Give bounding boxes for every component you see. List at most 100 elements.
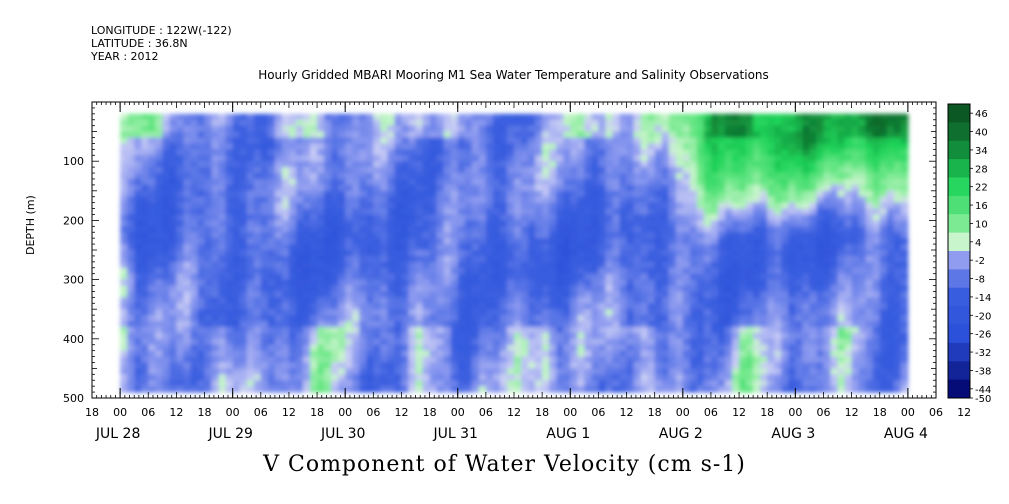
heatmap-cell bbox=[317, 291, 325, 298]
heatmap-cell bbox=[528, 285, 536, 293]
heatmap-cell bbox=[401, 226, 410, 233]
heatmap-cell bbox=[598, 273, 607, 281]
heatmap-cell bbox=[366, 173, 374, 180]
heatmap-cell bbox=[148, 238, 156, 245]
heatmap-cell bbox=[844, 220, 853, 227]
heatmap-cell bbox=[338, 326, 346, 334]
heatmap-cell bbox=[802, 338, 810, 346]
heatmap-cell bbox=[260, 173, 269, 180]
heatmap-cell bbox=[380, 386, 388, 393]
heatmap-cell bbox=[577, 285, 585, 293]
heatmap-cell bbox=[422, 196, 431, 204]
heatmap-cell bbox=[732, 149, 740, 156]
heatmap-cell bbox=[408, 155, 417, 162]
heatmap-cell bbox=[514, 285, 522, 293]
heatmap-cell bbox=[218, 338, 227, 346]
heatmap-cell bbox=[549, 380, 557, 387]
heatmap-cell bbox=[549, 250, 557, 257]
heatmap-cell bbox=[457, 303, 466, 310]
heatmap-cell bbox=[366, 167, 374, 174]
heatmap-cell bbox=[464, 321, 473, 328]
heatmap-cell bbox=[450, 208, 459, 216]
heatmap-cell bbox=[647, 297, 656, 304]
heatmap-cell bbox=[401, 184, 410, 192]
heatmap-cell bbox=[120, 285, 128, 293]
heatmap-cell bbox=[661, 250, 670, 257]
heatmap-cell bbox=[753, 220, 761, 227]
heatmap-cell bbox=[169, 250, 177, 257]
heatmap-cell bbox=[633, 226, 642, 233]
heatmap-cell bbox=[464, 232, 473, 239]
heatmap-cell bbox=[851, 202, 860, 210]
heatmap-cell bbox=[654, 131, 663, 139]
heatmap-cell bbox=[345, 356, 353, 364]
heatmap-cell bbox=[640, 119, 649, 127]
heatmap-cell bbox=[162, 285, 170, 293]
heatmap-cell bbox=[563, 380, 571, 387]
heatmap-cell bbox=[422, 184, 431, 192]
heatmap-cell bbox=[725, 202, 733, 210]
heatmap-cell bbox=[598, 261, 607, 269]
heatmap-cell bbox=[774, 155, 782, 162]
heatmap-cell bbox=[134, 285, 142, 293]
heatmap-cell bbox=[169, 190, 177, 198]
heatmap-cell bbox=[577, 261, 585, 269]
heatmap-cell bbox=[774, 386, 782, 393]
heatmap-cell bbox=[408, 297, 417, 304]
heatmap-cell bbox=[295, 309, 304, 316]
heatmap-cell bbox=[401, 261, 410, 269]
heatmap-cell bbox=[795, 250, 803, 257]
heatmap-cell bbox=[380, 190, 388, 198]
heatmap-cell bbox=[387, 173, 396, 180]
heatmap-cell bbox=[556, 368, 564, 375]
heatmap-cell bbox=[732, 202, 740, 210]
heatmap-cell bbox=[176, 315, 185, 322]
heatmap-cell bbox=[331, 261, 339, 269]
heatmap-cell bbox=[774, 113, 782, 121]
heatmap-cell bbox=[303, 220, 311, 227]
heatmap-cell bbox=[478, 321, 487, 328]
heatmap-cell bbox=[577, 190, 585, 198]
heatmap-cell bbox=[521, 255, 529, 263]
heatmap-cell bbox=[176, 161, 185, 168]
heatmap-cell bbox=[408, 161, 417, 168]
heatmap-cell bbox=[746, 356, 754, 364]
heatmap-cell bbox=[310, 137, 318, 145]
heatmap-cell bbox=[162, 279, 170, 287]
heatmap-cell bbox=[739, 184, 747, 192]
heatmap-cell bbox=[232, 125, 241, 133]
heatmap-cell bbox=[746, 303, 754, 310]
heatmap-cell bbox=[858, 356, 867, 364]
heatmap-cell bbox=[788, 208, 796, 216]
heatmap-cell bbox=[506, 309, 515, 316]
heatmap-cell bbox=[204, 273, 213, 281]
heatmap-cell bbox=[190, 149, 199, 156]
heatmap-cell bbox=[211, 161, 220, 168]
heatmap-cell bbox=[675, 326, 684, 334]
heatmap-cell bbox=[612, 332, 621, 340]
heatmap-cell bbox=[795, 261, 803, 269]
heatmap-cell bbox=[394, 267, 403, 275]
heatmap-cell bbox=[816, 356, 825, 364]
heatmap-cell bbox=[352, 178, 360, 186]
heatmap-cell bbox=[295, 167, 304, 174]
heatmap-cell bbox=[499, 137, 508, 145]
heatmap-cell bbox=[837, 202, 846, 210]
heatmap-cell bbox=[218, 303, 227, 310]
heatmap-cell bbox=[127, 238, 135, 245]
heatmap-cell bbox=[710, 137, 719, 145]
heatmap-cell bbox=[148, 386, 156, 393]
heatmap-cell bbox=[521, 125, 529, 133]
heatmap-cell bbox=[134, 214, 142, 221]
heatmap-cell bbox=[767, 125, 775, 133]
heatmap-cell bbox=[668, 350, 677, 358]
heatmap-cell bbox=[858, 303, 867, 310]
heatmap-cell bbox=[429, 338, 438, 346]
heatmap-cell bbox=[640, 131, 649, 139]
heatmap-cell bbox=[464, 386, 473, 393]
heatmap-cell bbox=[183, 238, 192, 245]
heatmap-cell bbox=[675, 131, 684, 139]
heatmap-cell bbox=[274, 297, 283, 304]
heatmap-cell bbox=[394, 125, 403, 133]
heatmap-cell bbox=[647, 220, 656, 227]
